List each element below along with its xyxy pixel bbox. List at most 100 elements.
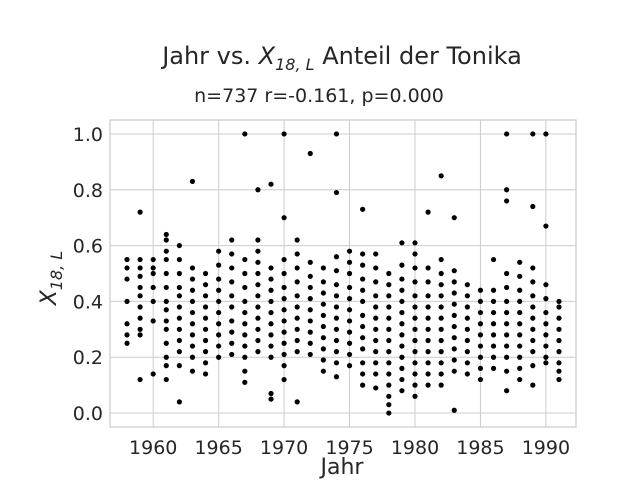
data-point (216, 354, 222, 360)
data-point (229, 279, 235, 285)
data-point (412, 349, 418, 355)
data-point (464, 349, 470, 355)
data-point (150, 318, 156, 324)
data-point (124, 321, 130, 327)
data-point (360, 287, 366, 293)
data-point (399, 388, 405, 394)
data-point (229, 251, 235, 257)
data-point (268, 396, 274, 402)
y-tick-label: 1.0 (73, 124, 103, 146)
data-point (543, 309, 549, 316)
data-point (517, 309, 523, 316)
data-point (425, 382, 431, 388)
data-point (412, 337, 418, 344)
data-point (189, 309, 196, 316)
x-tick-label: 1965 (194, 437, 242, 459)
data-point (163, 248, 169, 254)
data-point (504, 388, 510, 394)
data-point (176, 284, 182, 291)
data-point (360, 382, 366, 388)
data-point (451, 312, 457, 318)
data-point (386, 360, 392, 366)
data-point (216, 248, 222, 254)
data-point (451, 357, 457, 363)
data-point (294, 265, 300, 271)
data-point (360, 262, 366, 268)
data-point (477, 332, 484, 338)
data-point (412, 382, 418, 388)
data-point (438, 256, 444, 263)
data-point (373, 265, 379, 271)
data-point (543, 223, 549, 229)
data-point (399, 262, 405, 268)
data-point (281, 296, 287, 302)
data-point (386, 282, 392, 288)
data-point (268, 354, 274, 360)
data-point (242, 379, 248, 385)
data-point (386, 337, 392, 344)
data-point (438, 315, 444, 321)
data-point (242, 256, 248, 263)
data-point (412, 293, 418, 299)
data-point (490, 343, 497, 349)
data-point (399, 332, 405, 338)
data-point (137, 209, 143, 215)
data-point (229, 293, 235, 299)
data-point (373, 315, 379, 321)
data-point (373, 349, 379, 355)
data-point (268, 321, 274, 327)
data-point (137, 376, 143, 383)
data-point (255, 282, 261, 288)
grid (110, 120, 576, 427)
data-point (386, 315, 392, 321)
data-point (202, 304, 209, 310)
data-point (281, 318, 287, 324)
data-point (530, 363, 536, 369)
data-point (176, 337, 182, 344)
data-point (124, 256, 130, 263)
data-point (399, 298, 405, 305)
data-point (294, 326, 300, 332)
data-point (189, 354, 196, 360)
data-point (268, 332, 274, 338)
data-point (490, 287, 497, 293)
data-point (268, 298, 274, 305)
data-point (438, 349, 444, 355)
data-point (163, 326, 169, 332)
data-point (425, 349, 431, 355)
data-point (464, 304, 470, 310)
data-point (320, 368, 326, 374)
data-point (543, 282, 549, 288)
data-point (137, 304, 143, 310)
data-point (386, 270, 392, 277)
data-point (255, 315, 261, 321)
data-point (307, 284, 313, 291)
data-point (517, 259, 523, 265)
data-point (504, 131, 510, 137)
data-point (412, 240, 418, 246)
data-point (556, 368, 562, 374)
data-point (412, 251, 418, 257)
data-point (281, 131, 287, 137)
data-point (438, 360, 444, 366)
data-point (242, 131, 248, 137)
data-point (137, 315, 143, 321)
data-point (477, 309, 484, 316)
y-label-symbol: X (37, 289, 62, 306)
data-point (229, 265, 235, 271)
data-point (425, 360, 431, 366)
data-point (477, 321, 484, 327)
data-point (216, 298, 222, 305)
data-point (360, 298, 366, 305)
x-tick-labels: 1960 1965 1970 1975 1980 1985 1990 (129, 437, 570, 459)
data-point (294, 315, 300, 321)
data-point (399, 343, 405, 349)
data-point (281, 307, 287, 313)
y-tick-label: 0.4 (73, 291, 103, 313)
data-point (176, 363, 182, 369)
data-point (137, 256, 143, 263)
data-point (346, 351, 353, 358)
data-point (386, 349, 392, 355)
data-point (202, 360, 209, 366)
data-point (242, 354, 248, 360)
